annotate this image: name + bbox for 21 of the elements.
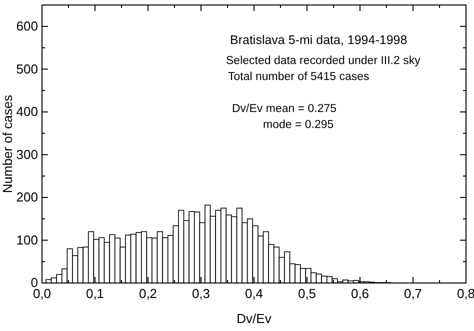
x-tick-label: 0,1 (86, 286, 104, 302)
x-tick-label: 0,3 (192, 286, 210, 302)
x-tick-label: 0,6 (350, 286, 370, 302)
y-tick-label: 500 (16, 61, 38, 76)
y-tick-label: 400 (16, 104, 38, 120)
annotation: Total number of 5415 cases (228, 71, 370, 83)
y-axis-title: Number of cases (0, 94, 15, 194)
y-tick-label: 300 (16, 146, 38, 162)
x-tick-label: 0,2 (138, 286, 158, 302)
y-tick-label: 600 (16, 18, 38, 34)
x-tick-label: 0,5 (298, 286, 316, 302)
annotation: Bratislava 5-mi data, 1994-1998 (230, 33, 408, 47)
annotation: Dv/Ev mean = 0.275 (232, 103, 337, 115)
x-tick-label: 0,7 (404, 286, 422, 302)
x-axis-title: Dv/Ev (236, 311, 272, 326)
y-tick-label: 200 (16, 190, 38, 205)
x-tick-label: 0,4 (244, 286, 264, 302)
x-tick-label: 0,0 (32, 286, 52, 302)
annotation: mode = 0.295 (263, 119, 334, 131)
annotation: Selected data recorded under III.2 sky (226, 55, 421, 67)
y-tick-label: 100 (16, 232, 38, 248)
